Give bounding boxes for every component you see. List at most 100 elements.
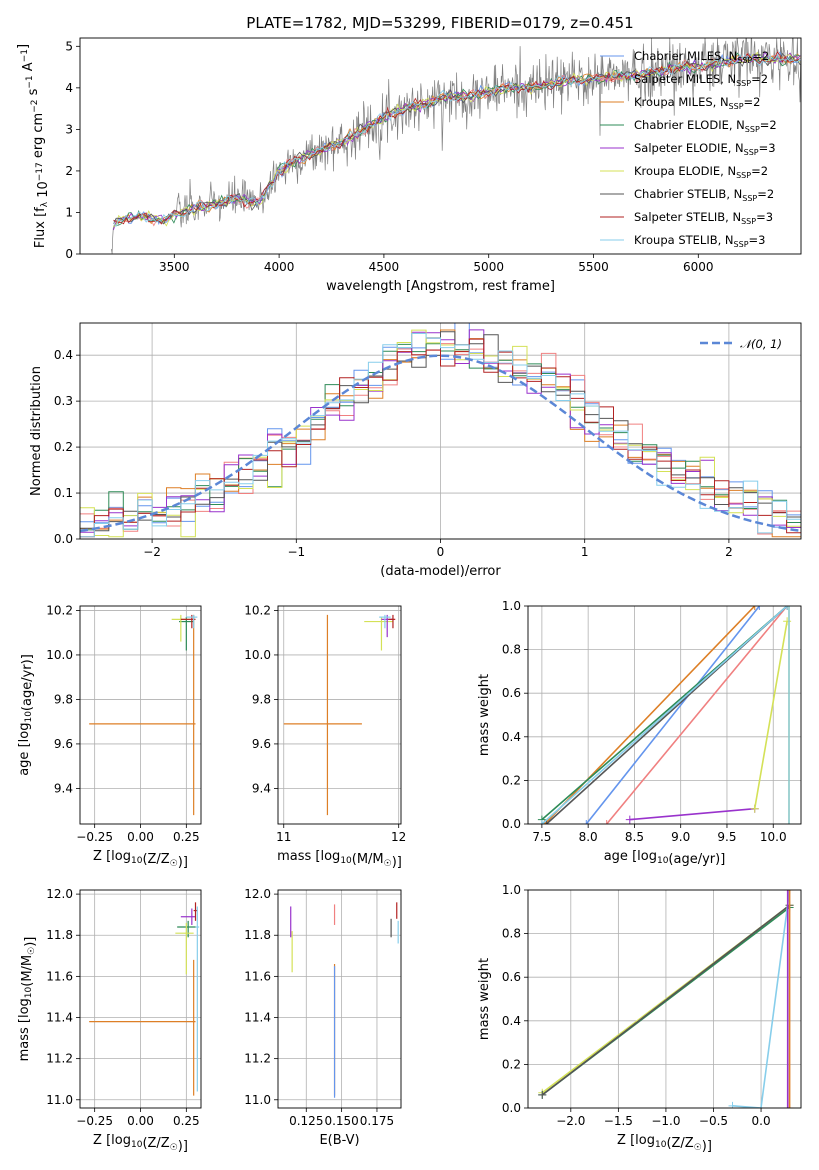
x-tick-label: 9.5 (717, 830, 736, 844)
y-tick-label: 1.0 (502, 599, 521, 613)
weight-line (753, 621, 788, 809)
spectrum-panel: 3500 4000 4500 5000 5500 6000 0 1 2 3 4 5 wavelength… (16, 37, 802, 294)
y-axis-label: Normed distribution (29, 366, 44, 496)
plot-area (80, 323, 801, 538)
x-tick-label: 10.0 (760, 830, 787, 844)
y-tick-label: 3 (65, 122, 73, 136)
y-tick-label: 12.0 (244, 887, 271, 901)
weight-marker (757, 1104, 766, 1108)
x-tick-label: −2.0 (556, 1114, 585, 1128)
x-tick-label: −1.0 (651, 1114, 680, 1128)
x-tick-label: −1.5 (604, 1114, 633, 1128)
legend-entry: Kroupa STELIB, NSSP=3 (634, 233, 765, 249)
mass-vs-metallicity-panel: −0.25 0.00 0.25 11.0 11.2 11.4 11.6 11.8 12.0 Z [… (17, 887, 202, 1154)
x-tick-label: 0.25 (173, 830, 200, 844)
weight-line (732, 890, 791, 1108)
y-tick-label: 11.0 (46, 1093, 73, 1107)
axes-frame (79, 37, 802, 255)
plot-area (537, 606, 793, 824)
y-tick-label: 0.8 (502, 927, 521, 941)
y-tick-label: 0.3 (54, 394, 73, 408)
weight-marker (783, 1104, 792, 1108)
legend-entry: Salpeter ELODIE, NSSP=3 (634, 141, 776, 157)
spectrum-legend: Chabrier MILES, NSSP=2 Salpeter MILES, NS… (600, 49, 777, 249)
axes-frame (277, 605, 402, 825)
weight-marker (625, 815, 634, 824)
x-tick-label: 5000 (473, 260, 504, 274)
y-tick-label: 0.2 (54, 440, 73, 454)
axes-frame (277, 889, 402, 1109)
x-tick-label: 12 (391, 830, 406, 844)
weight-line (544, 606, 756, 824)
x-tick-label: 6000 (683, 260, 714, 274)
mass-vs-extinction-panel: 0.125 0.150 0.175 11.0 11.2 11.4 11.6 11.8 12.0 E… (244, 887, 402, 1148)
x-tick-label: 0.150 (324, 1114, 358, 1128)
legend-entry: Salpeter STELIB, NSSP=3 (634, 210, 773, 226)
weight-marker (537, 820, 546, 824)
plot-area (283, 614, 396, 816)
x-tick-label: 0.175 (360, 1114, 394, 1128)
y-tick-label: 0.4 (502, 1014, 521, 1028)
x-tick-label: 8.5 (625, 830, 644, 844)
plot-area (111, 38, 801, 254)
y-tick-label: 0 (65, 247, 73, 261)
y-tick-label: 11.8 (244, 928, 271, 942)
x-tick-label: 4500 (369, 260, 400, 274)
y-tick-label: 11.6 (244, 969, 271, 983)
y-tick-label: 1 (65, 205, 73, 219)
weight-marker (783, 606, 792, 610)
weight-marker (582, 820, 591, 824)
y-tick-label: 12.0 (46, 887, 73, 901)
y-tick-label: 0.6 (502, 970, 521, 984)
x-axis-label: age [log10(age/yr)] (604, 849, 726, 867)
legend-entry: Chabrier ELODIE, NSSP=2 (634, 118, 777, 134)
legend-entry: Chabrier MILES, NSSP=2 (634, 49, 769, 65)
y-axis-label: Flux [fλ 10−17 erg cm−2 s−1 A−1] (16, 44, 51, 248)
x-tick-label: 8.0 (579, 830, 598, 844)
y-tick-label: 9.4 (54, 781, 73, 795)
y-tick-label: 0.8 (502, 643, 521, 657)
weight-marker (784, 820, 793, 824)
x-tick-label: 0.25 (173, 1114, 200, 1128)
x-tick-label: 9.0 (671, 830, 690, 844)
weight-line (541, 904, 791, 1096)
y-axis-label: mass weight (477, 674, 492, 756)
x-tick-label: 0 (437, 545, 445, 559)
y-tick-label: 0.4 (54, 348, 73, 362)
x-axis-label: wavelength [Angstrom, rest frame] (326, 279, 555, 294)
age-vs-metallicity-panel: −0.25 0.00 0.25 9.4 9.6 9.8 10.0 10.2 Z [log10(Z… (17, 603, 202, 870)
y-tick-label: 9.6 (252, 737, 271, 751)
x-axis-label: Z [log10(Z/Z☉)] (93, 849, 188, 870)
y-tick-label: 0.2 (502, 1057, 521, 1071)
legend-entry: 𝒩(0, 1) (740, 337, 782, 351)
x-tick-label: 0.00 (127, 830, 154, 844)
histogram-series (80, 333, 801, 538)
legend-entry: Chabrier STELIB, NSSP=2 (634, 187, 774, 203)
x-tick-label: −0.5 (699, 1114, 728, 1128)
x-tick-label: −0.25 (76, 830, 113, 844)
figure-title: PLATE=1782, MJD=53299, FIBERID=0179, z=0… (246, 14, 633, 32)
x-tick-label: −0.25 (76, 1114, 113, 1128)
y-tick-label: 0.0 (502, 817, 521, 831)
mass-weight-vs-metallicity-panel: −2.0 −1.5 −1.0 −0.5 0.0 0.0 0.2 0.4 0.6 0.8 1.0 Z [… (477, 883, 802, 1154)
age-vs-mass-panel: 11 12 9.4 9.6 9.8 10.0 10.2 mass [log10(M/M☉)] (244, 603, 406, 870)
x-axis-label: Z [log10(Z/Z☉)] (617, 1133, 712, 1154)
weight-line (629, 807, 755, 821)
y-tick-label: 0.0 (502, 1101, 521, 1115)
y-axis-label: age [log10(age/yr)] (17, 654, 35, 776)
plot-area (89, 614, 198, 816)
x-tick-label: 0.125 (289, 1114, 323, 1128)
y-tick-label: 0.2 (502, 773, 521, 787)
x-tick-label: 2 (725, 545, 733, 559)
weight-marker (785, 890, 794, 894)
x-tick-label: 3500 (159, 260, 190, 274)
y-tick-label: 0.4 (502, 730, 521, 744)
y-tick-label: 11.8 (46, 928, 73, 942)
y-tick-label: 11.4 (46, 1011, 73, 1025)
x-tick-label: −1 (287, 545, 305, 559)
weight-marker (602, 820, 611, 824)
weight-marker (784, 606, 793, 610)
y-tick-label: 0.0 (54, 532, 73, 546)
y-tick-label: 9.6 (54, 737, 73, 751)
